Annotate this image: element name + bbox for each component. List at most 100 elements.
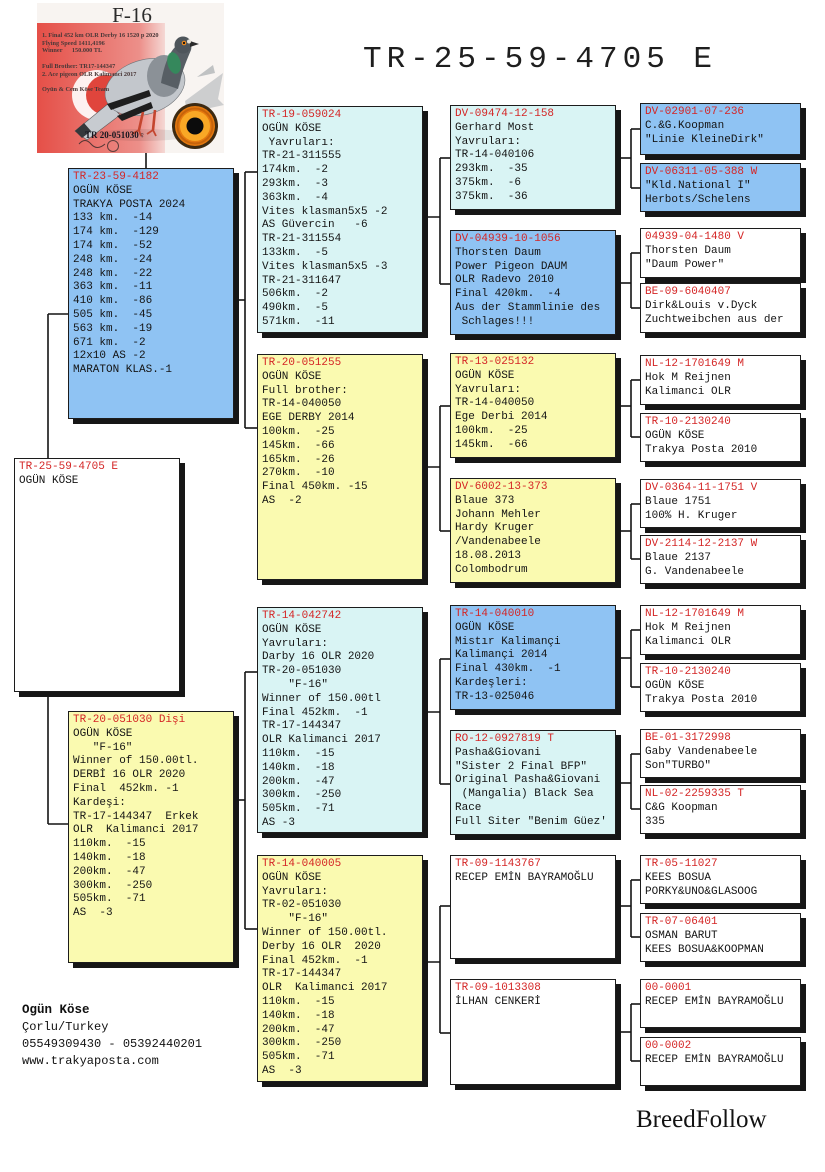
box-details: OGÜN KÖSE Trakya Posta 2010 [645, 429, 758, 456]
box-details: KEES BOSUA PORKY&UNO&GLASOOG [645, 871, 758, 898]
ring-number: TR-23-59-4182 [73, 171, 159, 183]
box-details: OGÜN KÖSE Yavruları: TR-21-311555 174km.… [262, 122, 388, 328]
ring-number: TR-09-1013308 [455, 982, 541, 994]
owner-name: Ogün Köse [22, 1003, 90, 1017]
pedigree-box[interactable]: DV-6002-13-373 Blaue 373 Johann Mehler H… [450, 478, 616, 583]
ring-number: DV-02901-07-236 [645, 106, 745, 118]
ring-number: TR-07-06401 [645, 916, 718, 928]
ring-number: TR-10-2130240 [645, 416, 731, 428]
box-details: Pasha&Giovani "Sister 2 Final BFP" Origi… [455, 746, 607, 828]
pedigree-box[interactable]: NL-12-1701649 M Hok M Reijnen Kalimanci … [640, 605, 801, 655]
pedigree-box[interactable]: TR-07-06401 OSMAN BARUT KEES BOSUA&KOOPM… [640, 913, 801, 962]
box-details: OSMAN BARUT KEES BOSUA&KOOPMAN [645, 929, 764, 956]
ring-number: TR-05-11027 [645, 858, 718, 870]
pedigree-box[interactable]: RO-12-0927819 T Pasha&Giovani "Sister 2 … [450, 730, 616, 835]
pedigree-box[interactable]: DV-04939-10-1056 Thorsten Daum Power Pig… [450, 230, 616, 335]
box-details: Gaby Vandenabeele Son"TURBO" [645, 745, 758, 772]
ring-number: DV-0364-11-1751 V [645, 482, 758, 494]
box-details: C&G Koopman 335 [645, 801, 718, 828]
box-details: OGÜN KÖSE TRAKYA POSTA 2024 133 km. -14 … [73, 184, 186, 377]
pedigree-box[interactable]: TR-14-040005 OGÜN KÖSE Yavruları: TR-02-… [257, 855, 423, 1082]
pigeon-photo-art: ★ [37, 3, 224, 153]
pedigree-box[interactable]: DV-02901-07-236 C.&G.Koopman "Linie Klei… [640, 103, 801, 155]
owner-website: www.trakyaposta.com [22, 1054, 159, 1068]
ring-number: RO-12-0927819 T [455, 733, 555, 745]
pedigree-box[interactable]: TR-09-1013308 İLHAN CENKERİ [450, 979, 616, 1085]
pedigree-box[interactable]: DV-0364-11-1751 V Blaue 1751 100% H. Kru… [640, 479, 801, 528]
box-details: C.&G.Koopman "Linie KleineDirk" [645, 119, 764, 146]
box-details: Hok M Reijnen Kalimanci OLR [645, 371, 731, 398]
box-details: OGÜN KÖSE Mistır Kalimançi Kalimançi 201… [455, 621, 561, 703]
ring-number: TR-20-051030 Dişi [73, 714, 186, 726]
ring-number: NL-12-1701649 M [645, 358, 745, 370]
pedigree-box[interactable]: BE-09-6040407 Dirk&Louis v.Dyck Zuchtwei… [640, 283, 801, 333]
pedigree-box-dam[interactable]: TR-20-051030 Dişi OGÜN KÖSE "F-16" Winne… [68, 711, 234, 963]
ring-number: 00-0001 [645, 982, 692, 994]
pedigree-box[interactable]: TR-19-059024 OGÜN KÖSE Yavruları: TR-21-… [257, 106, 423, 333]
box-details: RECEP EMİN BAYRAMOĞLU [455, 871, 594, 884]
pedigree-box[interactable]: TR-10-2130240 OGÜN KÖSE Trakya Posta 201… [640, 413, 801, 462]
brand-logo: BreedFollow [636, 1106, 767, 1133]
box-details: OGÜN KÖSE Yavruları: TR-14-040050 Ege De… [455, 369, 548, 451]
pedigree-box[interactable]: DV-2114-12-2137 W Blaue 2137 G. Vandenab… [640, 535, 801, 584]
pedigree-box[interactable]: 00-0002 RECEP EMİN BAYRAMOĞLU [640, 1037, 801, 1086]
box-details: Hok M Reijnen Kalimanci OLR [645, 621, 731, 648]
box-details: RECEP EMİN BAYRAMOĞLU [645, 1053, 784, 1066]
pedigree-box-sire[interactable]: TR-23-59-4182 OGÜN KÖSE TRAKYA POSTA 202… [68, 168, 234, 419]
photo-title: F-16 [112, 3, 152, 27]
pedigree-box[interactable]: TR-09-1143767 RECEP EMİN BAYRAMOĞLU [450, 855, 616, 959]
pigeon-photo: ★ F-16 1. Fi [37, 3, 224, 153]
box-details: RECEP EMİN BAYRAMOĞLU [645, 995, 784, 1008]
pedigree-box[interactable]: TR-20-051255 OGÜN KÖSE Full brother: TR-… [257, 354, 423, 580]
photo-caption-lines: 1. Final 452 km OLR Derby 16 1520 p 2020… [42, 32, 159, 93]
box-details: Thorsten Daum "Daum Power" [645, 244, 731, 271]
pedigree-box[interactable]: 00-0001 RECEP EMİN BAYRAMOĞLU [640, 979, 801, 1028]
ring-number: BE-01-3172998 [645, 732, 731, 744]
box-details: Blaue 373 Johann Mehler Hardy Kruger /Va… [455, 494, 541, 576]
ring-number: TR-14-042742 [262, 610, 342, 622]
box-details: OGÜN KÖSE "F-16" Winner of 150.00tl. DER… [73, 727, 199, 920]
pedigree-box[interactable]: TR-14-042742 OGÜN KÖSE Yavruları: Darby … [257, 607, 423, 833]
ring-number: TR-19-059024 [262, 109, 342, 121]
photo-ring-label: TR 20-051030♀ [85, 130, 146, 140]
ring-number: NL-12-1701649 M [645, 608, 745, 620]
pedigree-box[interactable]: TR-13-025132 OGÜN KÖSE Yavruları: TR-14-… [450, 353, 616, 458]
pedigree-box[interactable]: NL-02-2259335 T C&G Koopman 335 [640, 785, 801, 834]
box-details: OGÜN KÖSE Trakya Posta 2010 [645, 679, 758, 706]
box-details: Gerhard Most Yavruları: TR-14-040106 293… [455, 121, 535, 203]
box-details: Thorsten Daum Power Pigeon DAUM OLR Rade… [455, 246, 601, 328]
ring-number: DV-6002-13-373 [455, 481, 548, 493]
box-details: İLHAN CENKERİ [455, 995, 541, 1008]
ring-number: TR-14-040005 [262, 858, 342, 870]
owner-location: Çorlu/Turkey [22, 1020, 109, 1034]
pedigree-box[interactable]: DV-06311-05-388 W "Kld.National I" Herbo… [640, 163, 801, 212]
ring-number: TR-09-1143767 [455, 858, 541, 870]
ring-number: DV-06311-05-388 W [645, 166, 758, 178]
ring-number: BE-09-6040407 [645, 286, 731, 298]
box-details: Dirk&Louis v.Dyck Zuchtweibchen aus der [645, 299, 784, 326]
box-details: OGÜN KÖSE Yavruları: Darby 16 OLR 2020 T… [262, 623, 381, 829]
ring-number: 00-0002 [645, 1040, 692, 1052]
ring-number: DV-09474-12-158 [455, 108, 555, 120]
pedigree-box[interactable]: BE-01-3172998 Gaby Vandenabeele Son"TURB… [640, 729, 801, 778]
box-details: Blaue 1751 100% H. Kruger [645, 495, 738, 522]
ring-number: TR-14-040010 [455, 608, 535, 620]
ring-number: 04939-04-1480 V [645, 231, 745, 243]
ring-number: TR-20-051255 [262, 357, 342, 369]
ring-number: TR-13-025132 [455, 356, 535, 368]
ring-number: DV-2114-12-2137 W [645, 538, 758, 550]
box-details: Blaue 2137 G. Vandenabeele [645, 551, 745, 578]
pedigree-box[interactable]: TR-05-11027 KEES BOSUA PORKY&UNO&GLASOOG [640, 855, 801, 904]
pedigree-box[interactable]: DV-09474-12-158 Gerhard Most Yavruları: … [450, 105, 616, 210]
pedigree-box-subject[interactable]: TR-25-59-4705 E OGÜN KÖSE [14, 458, 180, 692]
pedigree-box[interactable]: NL-12-1701649 M Hok M Reijnen Kalimanci … [640, 355, 801, 405]
ring-number: TR-25-59-4705 E [19, 461, 119, 473]
pedigree-box[interactable]: 04939-04-1480 V Thorsten Daum "Daum Powe… [640, 228, 801, 278]
ring-number: DV-04939-10-1056 [455, 233, 561, 245]
ring-number: NL-02-2259335 T [645, 788, 745, 800]
pedigree-box[interactable]: TR-14-040010 OGÜN KÖSE Mistır Kalimançi … [450, 605, 616, 710]
box-details: OGÜN KÖSE Yavruları: TR-02-051030 "F-16"… [262, 871, 388, 1077]
pedigree-box[interactable]: TR-10-2130240 OGÜN KÖSE Trakya Posta 201… [640, 663, 801, 712]
